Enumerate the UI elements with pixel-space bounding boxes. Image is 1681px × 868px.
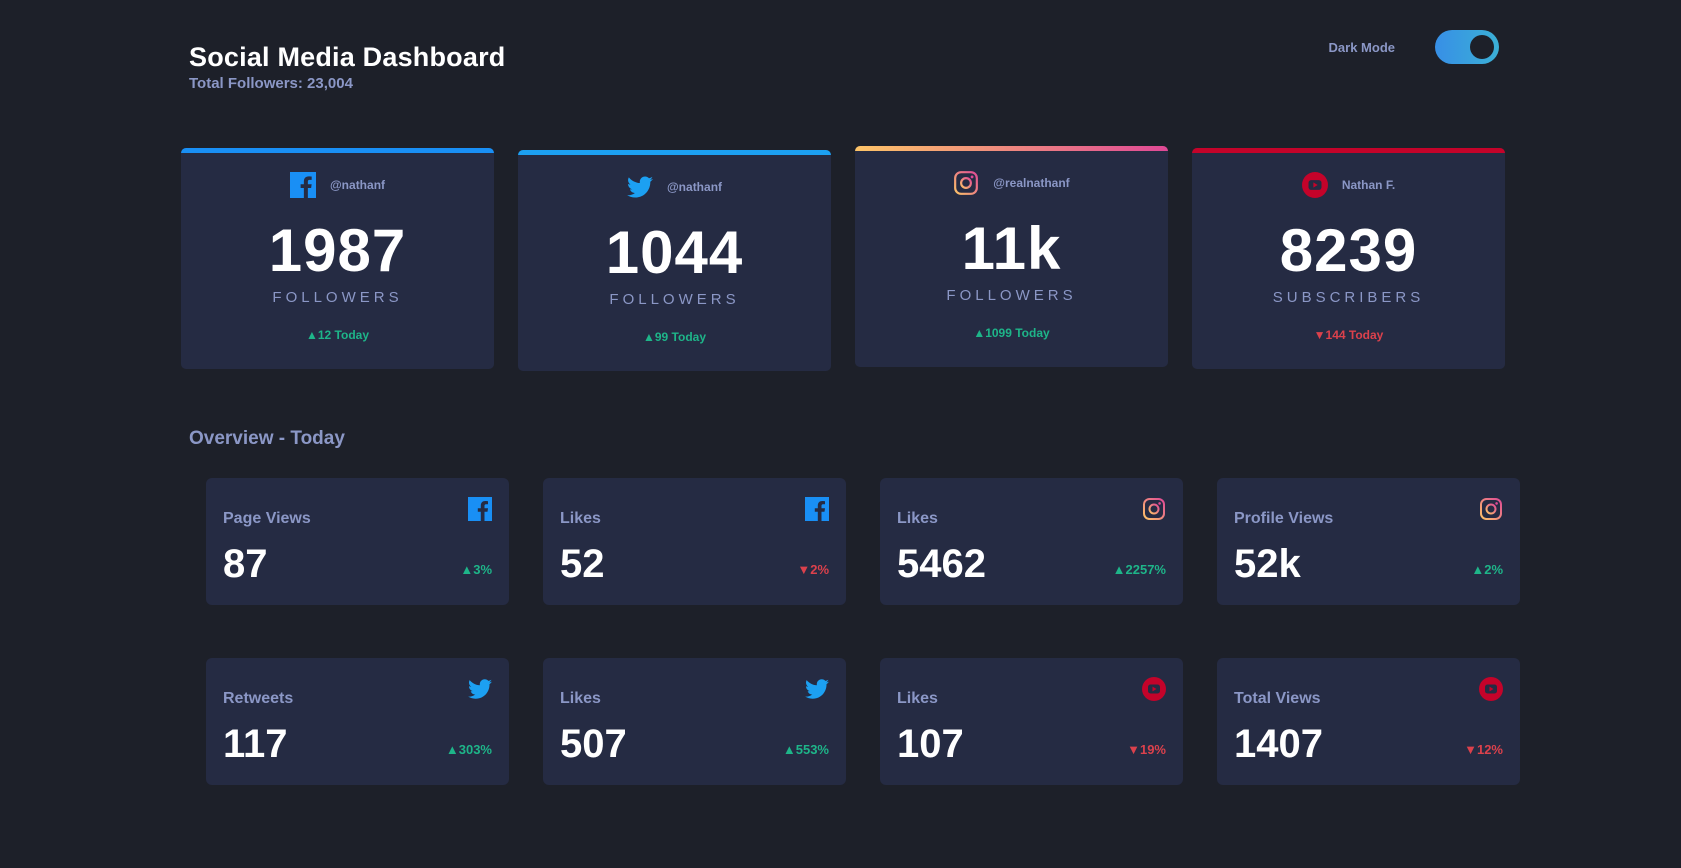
instagram-icon	[954, 171, 979, 195]
dark-mode-toggle[interactable]	[1435, 30, 1499, 64]
tile-label: Page Views	[223, 510, 311, 527]
follower-card-youtube[interactable]: Nathan F. 8239 SUBSCRIBERS ▼144 Today	[1192, 148, 1505, 369]
follower-unit: FOLLOWERS	[609, 291, 740, 308]
toggle-knob	[1470, 35, 1494, 59]
follower-count: 1044	[605, 219, 744, 286]
follower-count: 1987	[268, 217, 407, 284]
card-handle-text: @realnathanf	[993, 176, 1070, 190]
tile-label: Retweets	[223, 690, 294, 707]
follower-card-instagram[interactable]: @realnathanf 11k FOLLOWERS ▲1099 Today	[855, 146, 1168, 367]
follower-unit: SUBSCRIBERS	[1272, 289, 1425, 306]
dark-mode-control: Dark Mode	[1329, 30, 1499, 64]
card-accent-bar	[1192, 148, 1505, 153]
card-handle: Nathan F.	[1192, 171, 1505, 199]
tile-label: Likes	[897, 690, 938, 707]
dark-mode-label: Dark Mode	[1328, 39, 1395, 55]
twitter-icon	[468, 679, 492, 699]
overview-title: Overview - Today	[189, 428, 345, 449]
tile-change: ▼2%	[797, 562, 829, 577]
card-handle: @nathanf	[518, 173, 831, 201]
follower-unit: FOLLOWERS	[946, 287, 1077, 304]
overview-tile-instagram-likes[interactable]: Likes 5462 ▲2257%	[880, 478, 1183, 605]
overview-tile-twitter-likes[interactable]: Likes 507 ▲553%	[543, 658, 846, 785]
follower-card-facebook[interactable]: @nathanf 1987 FOLLOWERS ▲12 Today	[181, 148, 494, 369]
daily-change: ▲1099 Today	[973, 326, 1050, 340]
tile-change: ▲2%	[1471, 562, 1503, 577]
overview-tile-facebook-likes[interactable]: Likes 52 ▼2%	[543, 478, 846, 605]
follower-count: 8239	[1279, 217, 1418, 284]
tile-label: Profile Views	[1234, 510, 1334, 527]
overview-tile-youtube-total-views[interactable]: Total Views 1407 ▼12%	[1217, 658, 1520, 785]
tile-change: ▼19%	[1127, 742, 1166, 757]
tile-value: 52	[560, 542, 605, 586]
tile-value: 507	[560, 722, 627, 766]
facebook-icon	[468, 497, 492, 521]
facebook-icon	[805, 497, 829, 521]
tile-change: ▼12%	[1464, 742, 1503, 757]
page-title: Social Media Dashboard	[189, 42, 506, 72]
tile-label: Likes	[560, 690, 601, 707]
dashboard-header: Social Media Dashboard Total Followers: …	[189, 30, 1509, 102]
tile-value: 107	[897, 722, 964, 766]
tile-value: 5462	[897, 542, 986, 586]
card-handle-text: @nathanf	[329, 178, 386, 192]
follower-unit: FOLLOWERS	[272, 289, 403, 306]
total-followers: Total Followers: 23,004	[189, 75, 353, 92]
card-accent-bar	[855, 146, 1168, 151]
twitter-icon	[805, 679, 829, 699]
tile-value: 52k	[1234, 542, 1301, 586]
overview-tile-youtube-likes[interactable]: Likes 107 ▼19%	[880, 658, 1183, 785]
tile-value: 1407	[1234, 722, 1323, 766]
daily-change: ▼144 Today	[1313, 328, 1384, 342]
twitter-icon	[626, 176, 653, 198]
card-accent-bar	[181, 148, 494, 153]
follower-card-twitter[interactable]: @nathanf 1044 FOLLOWERS ▲99 Today	[518, 150, 831, 371]
daily-change: ▲99 Today	[642, 330, 706, 344]
overview-tile-twitter-retweets[interactable]: Retweets 117 ▲303%	[206, 658, 509, 785]
card-handle: @nathanf	[181, 171, 494, 199]
facebook-icon	[289, 172, 316, 198]
tile-change: ▲3%	[460, 562, 492, 577]
card-handle: @realnathanf	[855, 169, 1168, 197]
tile-label: Likes	[560, 510, 601, 527]
overview-tile-facebook-page-views[interactable]: Page Views 87 ▲3%	[206, 478, 509, 605]
card-handle-text: @nathanf	[666, 180, 723, 194]
instagram-icon	[1480, 498, 1502, 520]
tile-change: ▲553%	[782, 742, 829, 757]
follower-count: 11k	[961, 215, 1062, 282]
instagram-icon	[1143, 498, 1165, 520]
card-accent-bar	[518, 150, 831, 155]
tile-value: 87	[223, 542, 268, 586]
overview-tile-instagram-profile-views[interactable]: Profile Views 52k ▲2%	[1217, 478, 1520, 605]
youtube-icon	[1301, 172, 1328, 198]
tile-change: ▲2257%	[1112, 562, 1166, 577]
tile-label: Likes	[897, 510, 938, 527]
youtube-icon	[1479, 677, 1503, 701]
card-handle-text: Nathan F.	[1341, 178, 1396, 192]
youtube-icon	[1142, 677, 1166, 701]
tile-change: ▲303%	[445, 742, 492, 757]
daily-change: ▲12 Today	[305, 328, 369, 342]
tile-label: Total Views	[1234, 690, 1321, 707]
tile-value: 117	[223, 722, 288, 766]
